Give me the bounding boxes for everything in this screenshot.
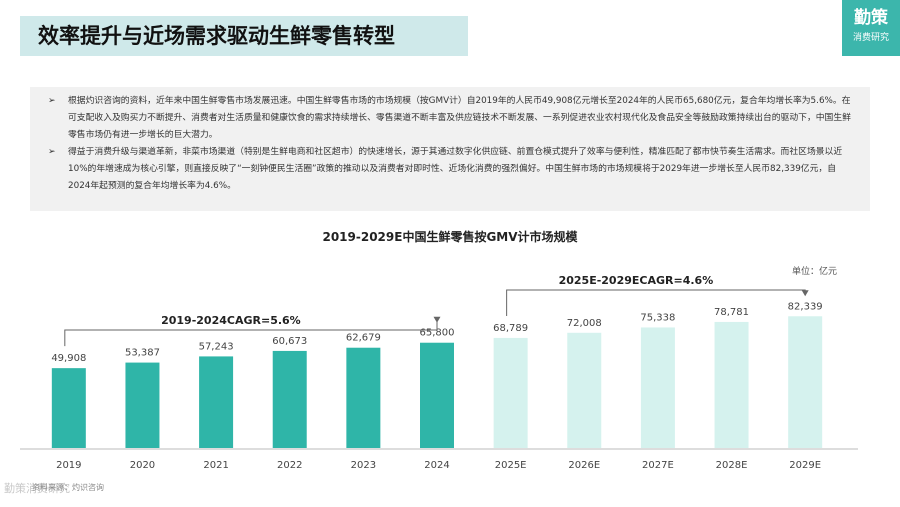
value-label-2021: 57,243 [199, 341, 234, 352]
value-label-2027E: 75,338 [640, 312, 675, 323]
value-label-2020: 53,387 [125, 348, 160, 359]
summary-box: ➢ 根据灼识咨询的资料，近年来中国生鲜零售市场发展迅速。中国生鲜零售市场的市场规… [30, 87, 870, 211]
source-note: 资料来源：灼识咨询 [32, 483, 104, 492]
x-tick-2026E: 2026E [568, 460, 600, 471]
value-label-2024: 65,800 [420, 328, 455, 339]
bar-2019 [51, 368, 86, 448]
bar-2024 [420, 342, 454, 448]
x-tick-2029E: 2029E [789, 460, 821, 471]
value-label-2023: 62,679 [346, 333, 381, 344]
watermark: 勤策消费研究 [4, 482, 70, 495]
bar-2020 [125, 362, 160, 448]
cagr-label-1: 2019-2024CAGR=5.6% [161, 314, 301, 327]
value-label-2025E: 68,789 [493, 323, 528, 334]
value-label-2019: 49,908 [51, 353, 86, 364]
x-tick-2020: 2020 [130, 460, 155, 471]
arrow-bullet-icon: ➢ [48, 96, 56, 106]
bar-2023 [346, 347, 381, 448]
bar-2029E [788, 316, 823, 448]
bar-2021 [199, 356, 234, 448]
chart-unit-label: 单位：亿元 [792, 267, 838, 277]
arrow-down-icon [433, 316, 441, 323]
bar-2026E [567, 332, 602, 448]
arrow-down-icon [801, 290, 809, 297]
value-label-2029E: 82,339 [788, 301, 823, 312]
x-tick-2021: 2021 [203, 460, 228, 471]
brand-logo: 勤策 消费研究 [842, 0, 900, 56]
bar-2028E [714, 321, 749, 448]
x-tick-2025E: 2025E [495, 460, 527, 471]
value-label-2026E: 72,008 [567, 318, 602, 329]
bar-2025E [493, 337, 528, 448]
brand-subtitle: 消费研究 [852, 33, 889, 43]
bar-2022 [272, 350, 307, 448]
chart-title: 2019-2029E中国生鲜零售按GMV计市场规模 [322, 230, 578, 244]
summary-paragraph-2: ➢ 得益于消费升级与渠道革新，非菜市场渠道（特别是生鲜电商和社区超市）的快速增长… [44, 144, 856, 195]
summary-paragraph-text: 根据灼识咨询的资料，近年来中国生鲜零售市场发展迅速。中国生鲜零售市场的市场规模（… [68, 96, 851, 140]
value-label-2028E: 78,781 [714, 307, 749, 318]
summary-paragraph-1: ➢ 根据灼识咨询的资料，近年来中国生鲜零售市场发展迅速。中国生鲜零售市场的市场规… [44, 93, 856, 144]
summary-paragraph-text: 得益于消费升级与渠道革新，非菜市场渠道（特别是生鲜电商和社区超市）的快速增长，源… [68, 147, 843, 191]
bar-2027E [640, 327, 675, 448]
cagr-bracket-1 [64, 318, 438, 347]
brand-name: 勤策 [854, 8, 888, 28]
x-tick-2027E: 2027E [642, 460, 674, 471]
x-tick-2028E: 2028E [716, 460, 748, 471]
x-tick-2019: 2019 [56, 460, 81, 471]
arrow-bullet-icon: ➢ [48, 147, 56, 157]
x-tick-2022: 2022 [277, 460, 302, 471]
x-tick-2023: 2023 [351, 460, 376, 471]
cagr-label-2: 2025E-2029ECAGR=4.6% [559, 274, 714, 287]
page-title: 效率提升与近场需求驱动生鲜零售转型 [20, 16, 468, 56]
value-label-2022: 60,673 [272, 336, 307, 347]
x-tick-2024: 2024 [424, 460, 449, 471]
